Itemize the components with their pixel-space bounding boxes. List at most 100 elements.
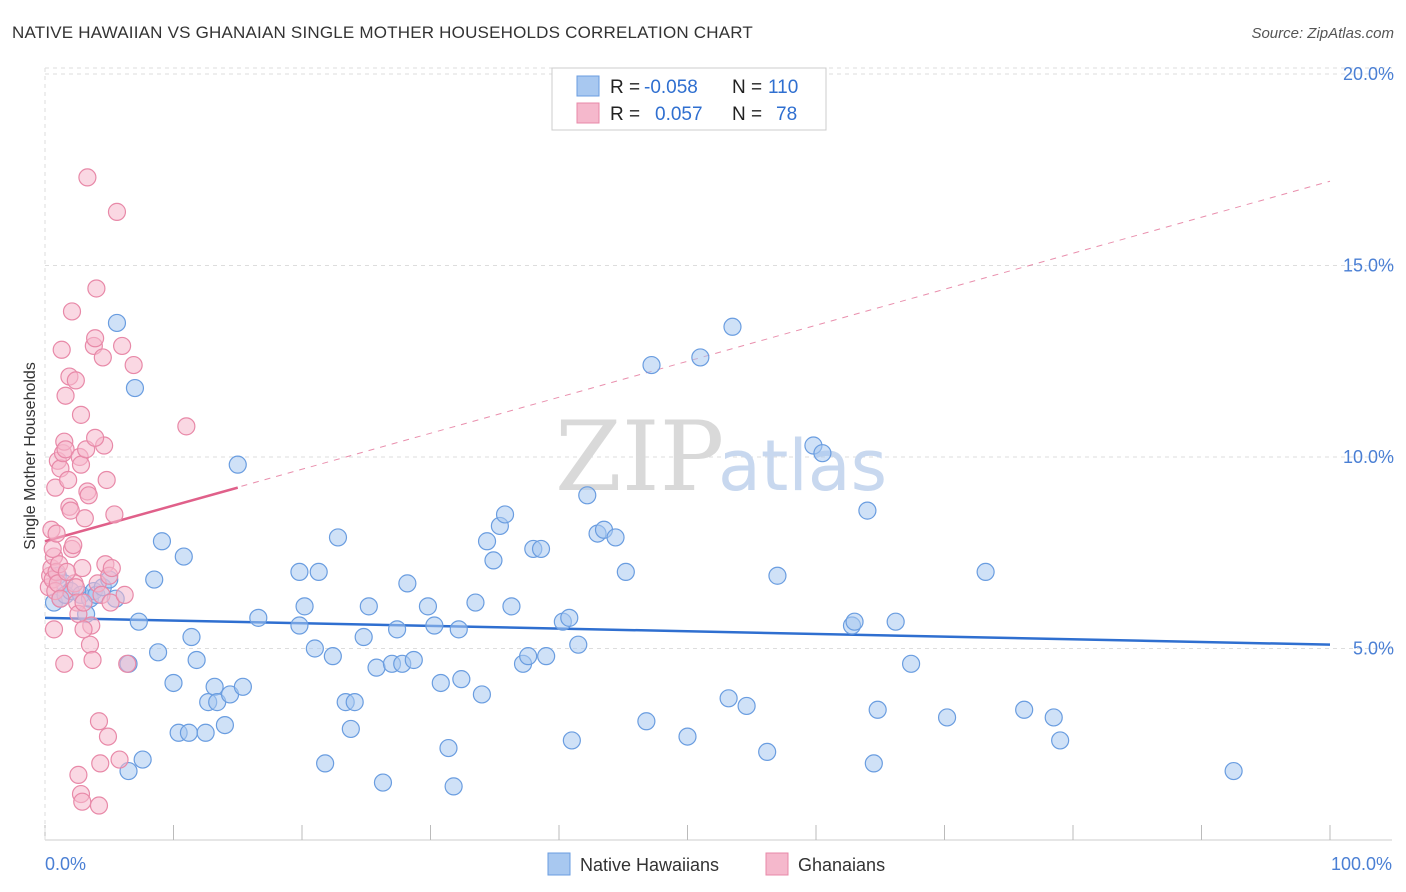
native-hawaiians-point-38 bbox=[290, 616, 309, 635]
native-hawaiians-point-50 bbox=[367, 658, 386, 677]
ghanaians-point-29 bbox=[71, 455, 91, 474]
native-hawaiians-point-43 bbox=[323, 647, 342, 666]
ghanaians-point-31 bbox=[74, 593, 93, 612]
gridlines bbox=[45, 67, 1392, 649]
ghanaians-point-64 bbox=[66, 371, 85, 390]
ghanaians-point-30 bbox=[73, 558, 92, 578]
native-hawaiians-point-49 bbox=[359, 597, 378, 616]
bottom-legend-label-native-hawaiians: Native Hawaiians bbox=[580, 855, 719, 875]
legend-n-label-pink: N = bbox=[732, 104, 762, 125]
native-hawaiians-point-106 bbox=[1044, 708, 1063, 727]
native-hawaiians-point-39 bbox=[295, 597, 314, 616]
native-hawaiians-point-19 bbox=[145, 570, 164, 589]
native-hawaiians-point-30 bbox=[205, 677, 224, 696]
native-hawaiians-point-77 bbox=[560, 608, 579, 627]
native-hawaiians-point-66 bbox=[477, 532, 497, 551]
native-hawaiians-point-35 bbox=[233, 677, 252, 696]
series-ghanaians bbox=[39, 168, 196, 815]
native-hawaiians-point-53 bbox=[387, 620, 407, 639]
native-hawaiians-point-40 bbox=[305, 639, 324, 658]
native-hawaiians-point-44 bbox=[328, 528, 348, 547]
ghanaians-point-13 bbox=[47, 524, 66, 543]
ghanaians-point-25 bbox=[66, 578, 85, 597]
ghanaians-point-53 bbox=[102, 558, 121, 578]
ghanaians-point-23 bbox=[64, 535, 83, 555]
native-hawaiians-point-51 bbox=[373, 773, 393, 792]
ghanaians-point-72 bbox=[73, 792, 92, 811]
legend-n-label-blue: N = bbox=[732, 77, 762, 98]
legend-r-value-blue: -0.058 bbox=[644, 77, 698, 98]
native-hawaiians-point-48 bbox=[354, 627, 373, 647]
native-hawaiians-point-70 bbox=[502, 597, 521, 616]
native-hawaiians-point-41 bbox=[309, 562, 328, 582]
native-hawaiians-point-62 bbox=[449, 620, 468, 639]
ghanaians-point-52 bbox=[101, 593, 120, 612]
native-hawaiians-point-69 bbox=[495, 505, 515, 524]
ghanaians-point-32 bbox=[75, 509, 94, 528]
native-hawaiians-point-99 bbox=[864, 754, 883, 773]
y-axis-label: Single Mother Households bbox=[22, 362, 39, 550]
native-hawaiians-point-58 bbox=[425, 616, 444, 635]
native-hawaiians-point-103 bbox=[937, 708, 957, 727]
ghanaians-point-46 bbox=[93, 348, 112, 367]
native-hawaiians-point-22 bbox=[164, 673, 183, 693]
native-hawaiians-point-88 bbox=[691, 348, 710, 367]
native-hawaiians-point-18 bbox=[133, 750, 152, 769]
native-hawaiians-point-26 bbox=[182, 627, 201, 647]
native-hawaiians-point-56 bbox=[404, 650, 423, 670]
native-hawaiians-point-89 bbox=[719, 689, 738, 708]
ghanaians-point-69 bbox=[55, 654, 74, 673]
native-hawaiians-point-37 bbox=[290, 562, 309, 582]
native-hawaiians-point-16 bbox=[125, 378, 145, 398]
legend-swatch-pink bbox=[576, 102, 600, 124]
native-hawaiians-point-93 bbox=[768, 566, 787, 585]
native-hawaiians-point-90 bbox=[723, 317, 742, 336]
ghanaians-point-73 bbox=[74, 620, 93, 639]
ghanaians-point-65 bbox=[71, 405, 91, 424]
native-hawaiians-point-85 bbox=[637, 712, 656, 731]
native-hawaiians-point-59 bbox=[431, 673, 450, 693]
native-hawaiians-point-61 bbox=[444, 777, 463, 796]
ghanaians-point-11 bbox=[43, 539, 62, 559]
native-hawaiians-point-105 bbox=[1015, 700, 1034, 719]
native-hawaiians-point-84 bbox=[616, 562, 635, 582]
native-hawaiians-point-102 bbox=[901, 654, 921, 673]
ghanaians-point-59 bbox=[118, 654, 137, 673]
bottom-legend: Native Hawaiians Ghanaians bbox=[547, 852, 885, 876]
y-tick-label-5: 5.0% bbox=[1353, 639, 1394, 659]
native-hawaiians-point-72 bbox=[519, 647, 538, 666]
ghanaians-point-50 bbox=[98, 727, 118, 746]
native-hawaiians-point-34 bbox=[228, 455, 247, 474]
y-tick-label-15: 15.0% bbox=[1343, 256, 1394, 276]
native-hawaiians-point-57 bbox=[418, 597, 438, 616]
bottom-legend-swatch-native-hawaiians bbox=[547, 852, 571, 876]
native-hawaiians-point-91 bbox=[737, 696, 756, 716]
ghanaians-point-75 bbox=[177, 417, 196, 436]
ghanaians-point-66 bbox=[78, 168, 97, 187]
ghanaians-point-38 bbox=[83, 650, 102, 670]
native-hawaiians-point-21 bbox=[152, 532, 172, 551]
ghanaians-point-54 bbox=[105, 505, 124, 524]
ghanaians-trend-line bbox=[44, 486, 239, 543]
native-hawaiians-point-64 bbox=[466, 593, 485, 612]
y-tick-label-10: 10.0% bbox=[1343, 447, 1394, 467]
native-hawaiians-point-36 bbox=[249, 608, 268, 627]
native-hawaiians-point-101 bbox=[886, 612, 905, 631]
ghanaians-point-49 bbox=[97, 470, 116, 490]
chart-source: Source: ZipAtlas.com bbox=[1251, 25, 1394, 42]
native-hawaiians-point-100 bbox=[868, 700, 887, 719]
ghanaians-point-55 bbox=[107, 202, 127, 221]
x-tick-label-min: 0.0% bbox=[45, 854, 86, 874]
native-hawaiians-point-27 bbox=[187, 650, 206, 670]
ghanaians-point-58 bbox=[115, 585, 134, 604]
native-hawaiians-point-86 bbox=[642, 355, 661, 375]
ghanaians-point-36 bbox=[80, 635, 100, 654]
series-native-hawaiians bbox=[44, 313, 1243, 796]
legend-n-value-pink: 78 bbox=[776, 104, 797, 125]
native-hawaiians-point-46 bbox=[341, 719, 360, 739]
x-axis-ticks bbox=[44, 68, 1331, 840]
native-hawaiians-point-74 bbox=[531, 539, 551, 559]
y-axis-tick-labels: 5.0% 10.0% 15.0% 20.0% bbox=[1343, 64, 1394, 659]
native-hawaiians-point-78 bbox=[562, 731, 581, 750]
